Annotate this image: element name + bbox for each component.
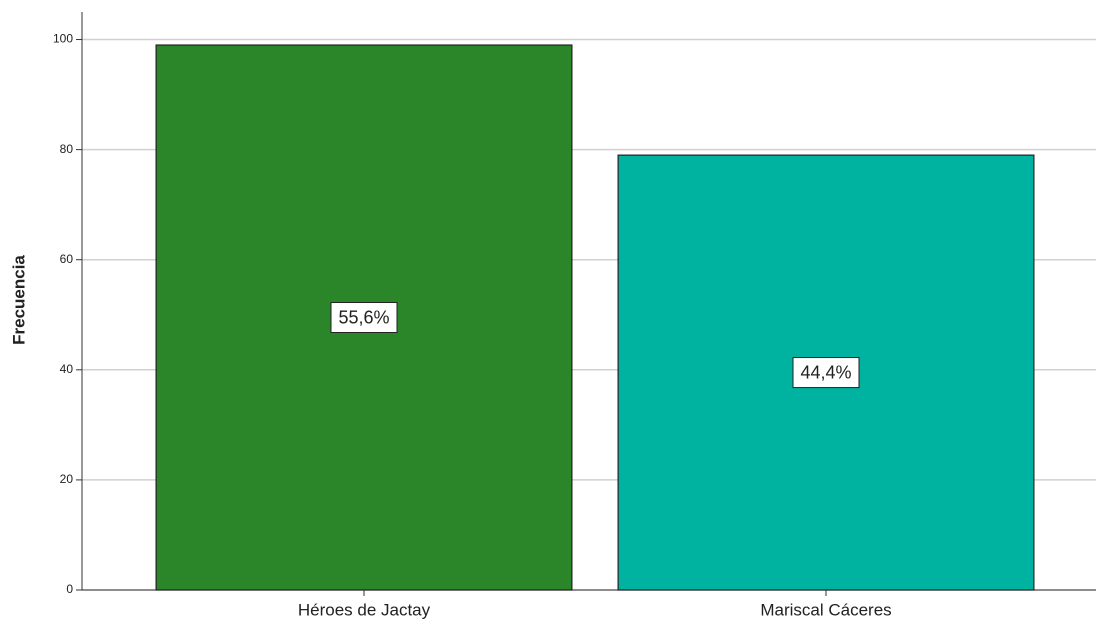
y-tick-label: 60	[60, 252, 74, 266]
y-tick-label: 0	[66, 582, 73, 596]
x-tick-label: Mariscal Cáceres	[760, 600, 891, 619]
y-tick-label: 80	[60, 142, 74, 156]
y-axis-label: Frecuencia	[9, 255, 28, 345]
percentage-label: 44,4%	[800, 362, 851, 382]
y-tick-label: 20	[60, 472, 74, 486]
x-tick-label: Héroes de Jactay	[298, 600, 431, 619]
percentage-label: 55,6%	[338, 307, 389, 327]
percentage-box	[330, 302, 398, 334]
y-tick-label: 40	[60, 362, 74, 376]
y-tick-label: 100	[53, 32, 73, 46]
percentage-box	[792, 357, 860, 389]
